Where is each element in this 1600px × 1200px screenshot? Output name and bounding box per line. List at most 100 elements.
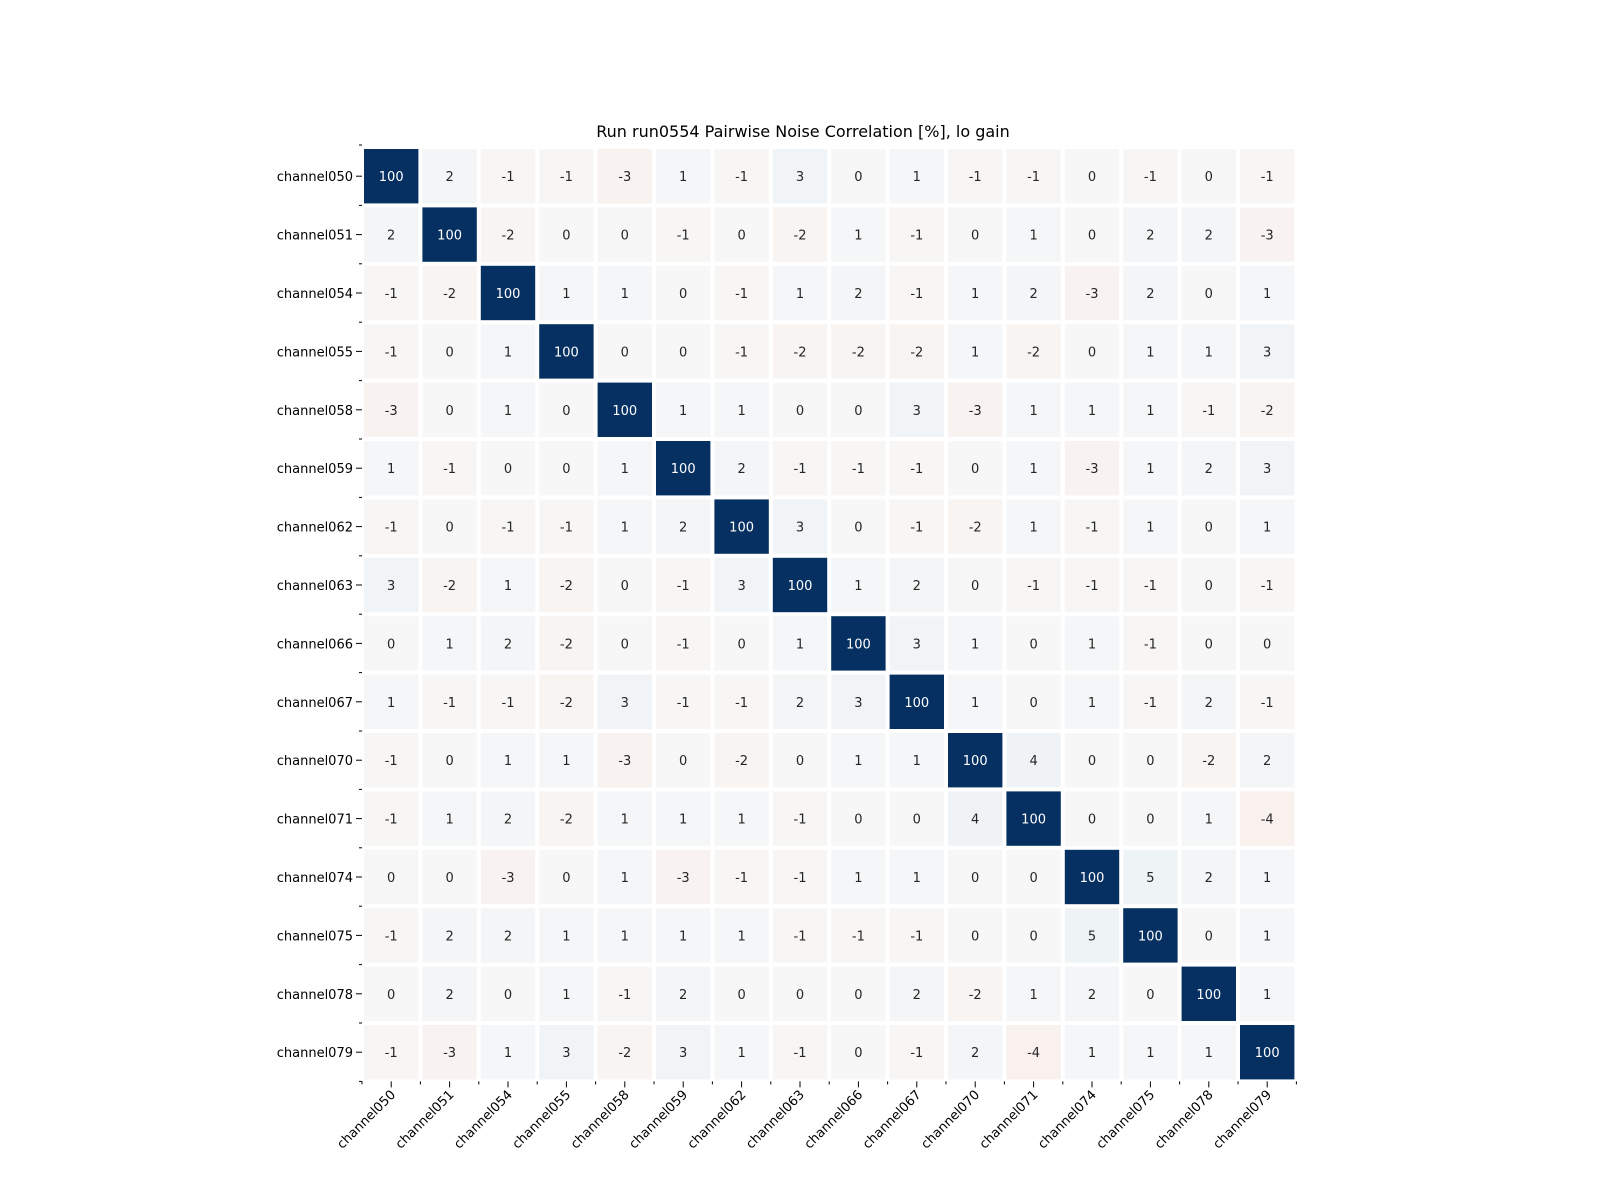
heatmap-cell bbox=[1181, 149, 1236, 204]
heatmap-cell bbox=[1006, 441, 1061, 496]
cell-value-label: -1 bbox=[910, 229, 923, 244]
heatmap-cell bbox=[1240, 908, 1295, 963]
heatmap-cell bbox=[831, 149, 886, 204]
cell-value-label: 1 bbox=[679, 404, 687, 419]
cell-value-label: 0 bbox=[679, 754, 687, 769]
heatmap-cell bbox=[364, 966, 419, 1021]
cell-value-label: 100 bbox=[904, 696, 929, 711]
cell-value-label: 0 bbox=[913, 813, 921, 828]
heatmap-cell bbox=[1181, 441, 1236, 496]
cell-value-label: -2 bbox=[969, 988, 982, 1003]
cell-value-label: 100 bbox=[1196, 988, 1221, 1003]
x-tick-label: channel051 bbox=[393, 1088, 458, 1153]
heatmap-cell bbox=[597, 265, 652, 321]
heatmap-cell bbox=[948, 674, 1003, 729]
cell-value-label: -1 bbox=[1027, 170, 1040, 185]
heatmap-cell bbox=[364, 324, 419, 379]
heatmap-cell bbox=[539, 791, 594, 846]
cell-value-label: 1 bbox=[1263, 988, 1271, 1003]
heatmap-cell bbox=[480, 674, 536, 729]
heatmap-cell bbox=[1064, 966, 1120, 1021]
heatmap-cell bbox=[1181, 849, 1236, 905]
heatmap-cell bbox=[480, 733, 536, 788]
heatmap-cell bbox=[714, 149, 769, 204]
heatmap-cell bbox=[714, 557, 769, 613]
cell-value-label: -1 bbox=[502, 521, 515, 536]
cell-value-label: 3 bbox=[562, 1046, 570, 1061]
heatmap-cell bbox=[1240, 733, 1295, 788]
cell-value-label: -2 bbox=[735, 754, 748, 769]
cell-value-label: 1 bbox=[1263, 871, 1271, 886]
heatmap-cell bbox=[1123, 791, 1178, 846]
cell-value-label: 0 bbox=[1029, 637, 1037, 652]
heatmap-cell bbox=[656, 265, 711, 321]
heatmap-cell bbox=[889, 265, 944, 321]
heatmap-cell bbox=[656, 616, 711, 671]
cell-value-label: 1 bbox=[679, 813, 687, 828]
heatmap-cell bbox=[656, 324, 711, 379]
heatmap-cell bbox=[1006, 207, 1061, 262]
cell-value-label: 3 bbox=[387, 579, 395, 594]
cell-value-label: 1 bbox=[1146, 345, 1154, 360]
cell-value-label: 0 bbox=[504, 462, 512, 477]
heatmap-cell bbox=[772, 149, 828, 204]
heatmap-cell bbox=[364, 674, 419, 729]
heatmap-cell bbox=[422, 149, 477, 204]
heatmap-cell bbox=[889, 557, 944, 613]
heatmap-cell bbox=[597, 557, 652, 613]
cell-value-label: 1 bbox=[445, 637, 453, 652]
cell-value-label: 1 bbox=[854, 754, 862, 769]
cell-value-label: -3 bbox=[1086, 287, 1099, 302]
cell-value-label: -1 bbox=[385, 813, 398, 828]
cell-value-label: 0 bbox=[1146, 988, 1154, 1003]
cell-value-label: -1 bbox=[502, 170, 515, 185]
heatmap-cell bbox=[1181, 265, 1236, 321]
heatmap-cell bbox=[656, 1025, 711, 1080]
cell-value-label: 0 bbox=[621, 579, 629, 594]
heatmap-cell bbox=[948, 265, 1003, 321]
heatmap-cell bbox=[1240, 674, 1295, 729]
heatmap-cell bbox=[539, 849, 594, 905]
cell-value-label: 2 bbox=[1146, 287, 1154, 302]
cell-value-label: -1 bbox=[735, 170, 748, 185]
heatmap-cell bbox=[539, 674, 594, 729]
heatmap-cell bbox=[772, 616, 828, 671]
cell-value-label: 0 bbox=[621, 637, 629, 652]
cell-value-label: 2 bbox=[1205, 229, 1213, 244]
heatmap-cell bbox=[539, 149, 594, 204]
cell-value-label: 1 bbox=[562, 287, 570, 302]
cell-value-label: -1 bbox=[385, 287, 398, 302]
heatmap-cell bbox=[1181, 207, 1236, 262]
cell-value-label: -2 bbox=[794, 345, 807, 360]
heatmap-cell bbox=[1181, 674, 1236, 729]
heatmap-cell bbox=[1123, 557, 1178, 613]
heatmap-cell bbox=[948, 382, 1003, 437]
heatmap-cell bbox=[422, 791, 477, 846]
heatmap-cell bbox=[422, 557, 477, 613]
chart-title: Run run0554 Pairwise Noise Correlation [… bbox=[596, 122, 1010, 141]
cell-value-label: -1 bbox=[385, 929, 398, 944]
cell-value-label: -1 bbox=[852, 462, 865, 477]
cell-value-label: 100 bbox=[554, 345, 579, 360]
cell-value-label: 1 bbox=[621, 813, 629, 828]
heatmap-cell bbox=[714, 908, 769, 963]
heatmap-cell bbox=[539, 616, 594, 671]
heatmap-cell bbox=[1181, 791, 1236, 846]
cell-value-label: -1 bbox=[735, 345, 748, 360]
heatmap-cell bbox=[1123, 265, 1178, 321]
cell-value-label: 100 bbox=[379, 170, 404, 185]
x-tick-label: channel079 bbox=[1210, 1088, 1275, 1153]
cell-value-label: -2 bbox=[1202, 754, 1215, 769]
cell-value-label: -4 bbox=[1027, 1046, 1040, 1061]
heatmap-cell bbox=[364, 499, 419, 554]
heatmap-cell bbox=[889, 207, 944, 262]
y-tick-label: channel078 bbox=[277, 988, 353, 1003]
cell-value-label: 1 bbox=[1263, 521, 1271, 536]
cell-value-label: -2 bbox=[852, 345, 865, 360]
cell-value-label: 0 bbox=[1088, 170, 1096, 185]
x-axis-ticks: channel050channel051channel054channel055… bbox=[334, 1081, 1297, 1153]
heatmap-cell bbox=[480, 849, 536, 905]
heatmap-cell bbox=[714, 207, 769, 262]
cell-value-label: 2 bbox=[445, 988, 453, 1003]
heatmap-cell bbox=[597, 791, 652, 846]
